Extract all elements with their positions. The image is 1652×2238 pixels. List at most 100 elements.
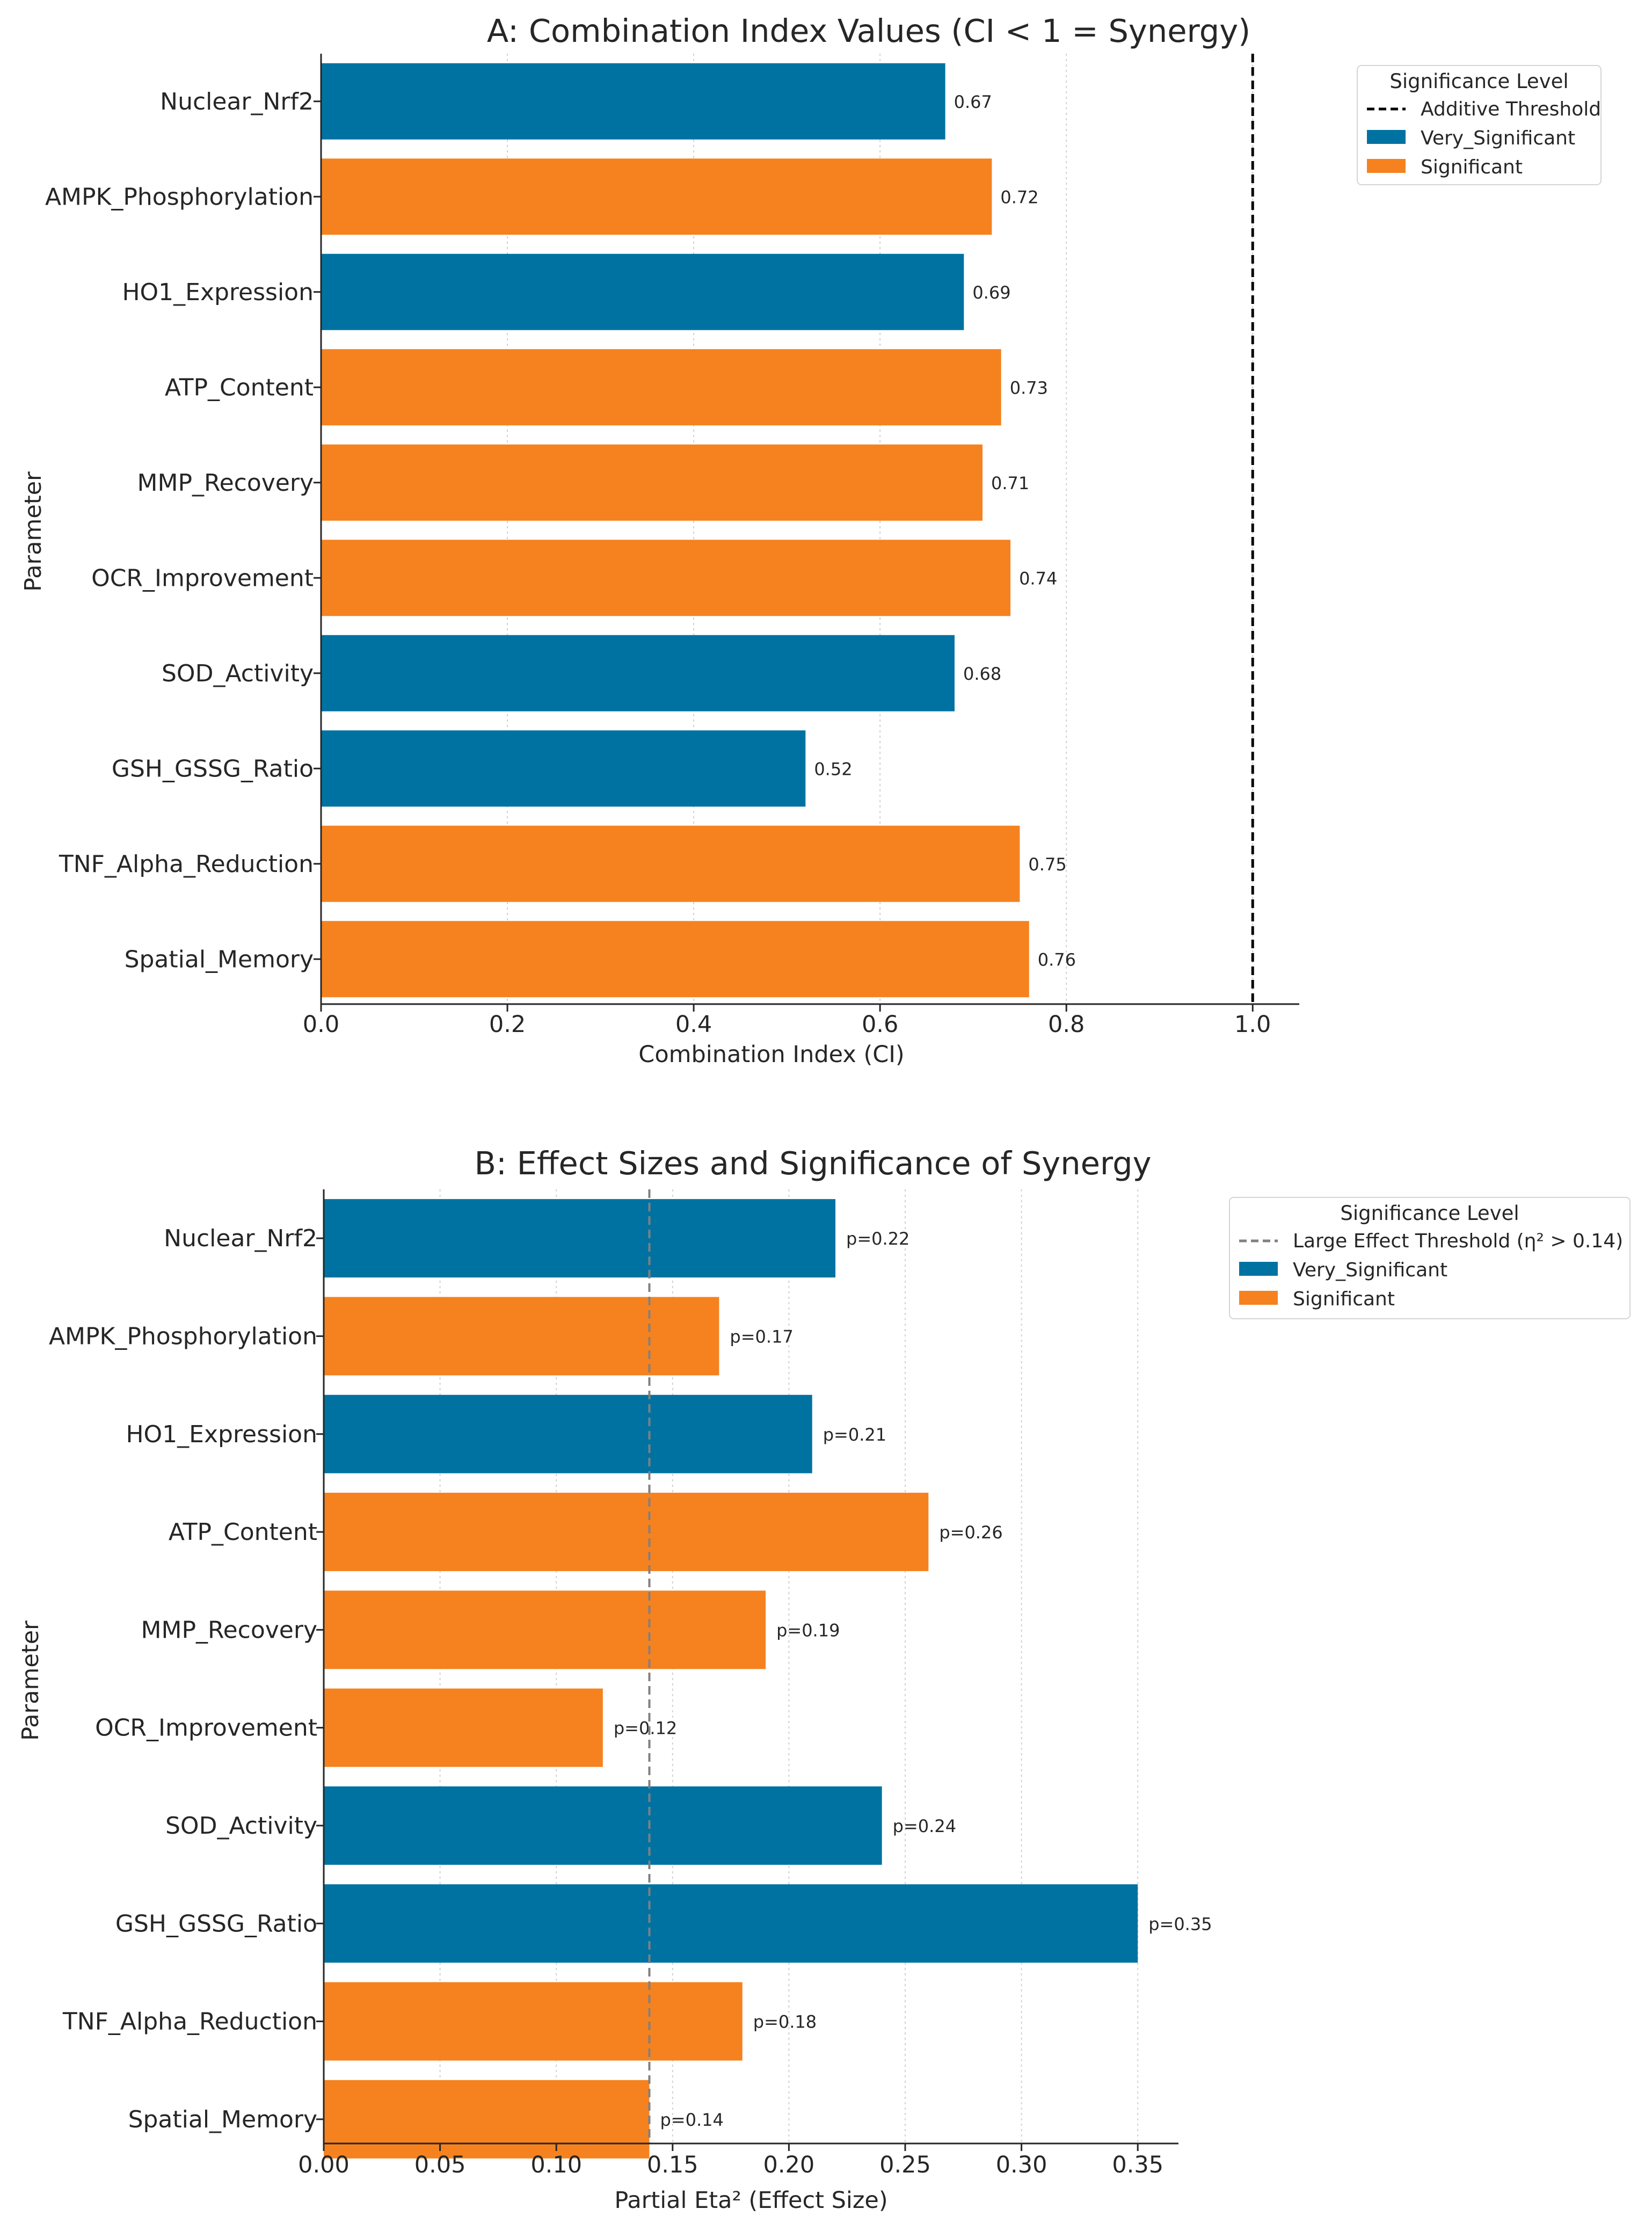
panel-a: 0.67 Nuclear_Nrf2 0.72 AMPK_Phosphorylation… xyxy=(20,12,1602,1068)
bar-value-label: p=0.14 xyxy=(660,2110,723,2130)
x-tick-label: 0.15 xyxy=(647,2152,698,2178)
bar-tnf-alpha-reduction xyxy=(321,825,1020,902)
legend-entry-label: Significant xyxy=(1421,156,1523,178)
legend-title: Significance Level xyxy=(1340,1202,1519,1225)
legend-title: Significance Level xyxy=(1389,70,1568,93)
bar-value-label: p=0.12 xyxy=(614,1718,677,1739)
bar-value-label: p=0.26 xyxy=(939,1522,1002,1543)
category-label: TNF_Alpha_Reduction xyxy=(59,851,314,878)
category-label: MMP_Recovery xyxy=(141,1616,317,1644)
bar-atp-content xyxy=(324,1493,929,1572)
x-tick-label: 0.2 xyxy=(489,1011,526,1038)
legend-frame xyxy=(1357,65,1602,185)
bar-sod-activity xyxy=(321,635,955,711)
x-tick-label: 0.20 xyxy=(763,2152,815,2178)
bar-value-label: 0.69 xyxy=(972,282,1010,303)
bar-spatial-memory xyxy=(321,921,1029,998)
category-label: HO1_Expression xyxy=(126,1421,317,1448)
y-axis-label: Parameter xyxy=(20,471,47,592)
x-tick-label: 0.35 xyxy=(1112,2152,1163,2178)
bar-ocr-improvement xyxy=(324,1688,603,1767)
bar-nuclear-nrf2 xyxy=(321,63,945,140)
legend: Significance Level Large Effect Threshold… xyxy=(1229,1197,1631,1319)
bar-value-label: 0.67 xyxy=(954,92,992,112)
bar-gsh-gssg-ratio xyxy=(324,1884,1138,1963)
bar-value-label: p=0.24 xyxy=(893,1816,956,1836)
category-label: OCR_Improvement xyxy=(95,1714,317,1742)
bar-value-label: p=0.22 xyxy=(846,1229,909,1249)
category-label: ATP_Content xyxy=(169,1518,317,1546)
chart-title: B: Effect Sizes and Significance of Syne… xyxy=(474,1145,1151,1182)
bar-mmp-recovery xyxy=(324,1590,766,1669)
x-tick-label: 0.30 xyxy=(996,2152,1047,2178)
panel-b: p=0.22 Nuclear_Nrf2 p=0.17 AMPK_Phosphoryla… xyxy=(17,1145,1631,2214)
category-label: OCR_Improvement xyxy=(91,564,314,592)
x-tick-label: 0.00 xyxy=(298,2152,350,2178)
legend-frame xyxy=(1229,1197,1631,1319)
bar-value-label: p=0.19 xyxy=(776,1620,840,1640)
bar-value-label: 0.73 xyxy=(1010,377,1048,398)
legend: Significance Level Additive Threshold Very… xyxy=(1357,65,1602,185)
bar-tnf-alpha-reduction xyxy=(324,1982,743,2061)
x-tick-label: 0.25 xyxy=(879,2152,931,2178)
bar-value-label: p=0.17 xyxy=(730,1326,793,1347)
bar-value-label: p=0.18 xyxy=(753,2012,817,2032)
bar-value-label: 0.71 xyxy=(991,473,1029,493)
category-label: Nuclear_Nrf2 xyxy=(160,88,314,115)
category-label: Spatial_Memory xyxy=(125,946,314,973)
bar-value-label: 0.76 xyxy=(1038,949,1076,970)
bar-sod-activity xyxy=(324,1786,882,1865)
bar-value-label: p=0.35 xyxy=(1148,1914,1212,1934)
legend-entry-label: Additive Threshold xyxy=(1421,98,1601,120)
category-label: MMP_Recovery xyxy=(137,469,314,497)
bar-mmp-recovery xyxy=(321,444,983,521)
x-tick-label: 0.10 xyxy=(530,2152,582,2178)
category-label: Nuclear_Nrf2 xyxy=(164,1225,317,1252)
category-label: SOD_Activity xyxy=(162,660,314,687)
bar-atp-content xyxy=(321,349,1001,426)
legend-entry-label: Very_Significant xyxy=(1421,127,1575,149)
bar-spatial-memory xyxy=(324,2080,650,2159)
bar-value-label: 0.68 xyxy=(963,664,1001,684)
legend-entry-label: Significant xyxy=(1293,1288,1395,1310)
x-tick-label: 0.05 xyxy=(414,2152,466,2178)
x-axis-label: Partial Eta² (Effect Size) xyxy=(614,2187,887,2214)
x-tick-label: 0.0 xyxy=(303,1011,339,1038)
bar-ho1-expression xyxy=(321,253,964,330)
bar-value-label: 0.72 xyxy=(1000,187,1038,207)
legend-color-swatch xyxy=(1367,159,1406,173)
chart-title: A: Combination Index Values (CI < 1 = Sy… xyxy=(487,12,1250,49)
category-label: AMPK_Phosphorylation xyxy=(49,1323,317,1350)
category-label: SOD_Activity xyxy=(165,1812,317,1840)
bar-ampk-phosphorylation xyxy=(324,1297,719,1376)
x-tick-label: 0.4 xyxy=(675,1011,712,1038)
bar-value-label: 0.52 xyxy=(814,759,852,779)
category-label: GSH_GSSG_Ratio xyxy=(112,755,314,782)
bar-value-label: 0.75 xyxy=(1028,854,1066,875)
bar-ho1-expression xyxy=(324,1394,812,1473)
category-label: TNF_Alpha_Reduction xyxy=(62,2008,317,2036)
category-label: Spatial_Memory xyxy=(128,2106,317,2133)
y-axis-label: Parameter xyxy=(17,1621,44,1741)
category-label: HO1_Expression xyxy=(122,279,314,306)
bar-nuclear-nrf2 xyxy=(324,1199,836,1278)
bar-ocr-improvement xyxy=(321,540,1011,616)
category-label: ATP_Content xyxy=(165,374,314,401)
legend-entry-label: Very_Significant xyxy=(1293,1259,1447,1281)
bar-value-label: 0.74 xyxy=(1019,568,1057,588)
legend-color-swatch xyxy=(1367,130,1406,144)
x-tick-label: 0.6 xyxy=(862,1011,898,1038)
bar-value-label: p=0.21 xyxy=(823,1425,886,1445)
legend-color-swatch xyxy=(1239,1262,1278,1276)
x-tick-label: 0.8 xyxy=(1048,1011,1085,1038)
bar-ampk-phosphorylation xyxy=(321,158,992,235)
legend-entry-label: Large Effect Threshold (η² > 0.14) xyxy=(1293,1230,1623,1252)
category-label: GSH_GSSG_Ratio xyxy=(115,1910,317,1937)
x-axis-label: Combination Index (CI) xyxy=(638,1041,904,1068)
bar-gsh-gssg-ratio xyxy=(321,730,806,807)
legend-color-swatch xyxy=(1239,1291,1278,1305)
x-tick-label: 1.0 xyxy=(1234,1011,1271,1038)
category-label: AMPK_Phosphorylation xyxy=(45,183,314,210)
